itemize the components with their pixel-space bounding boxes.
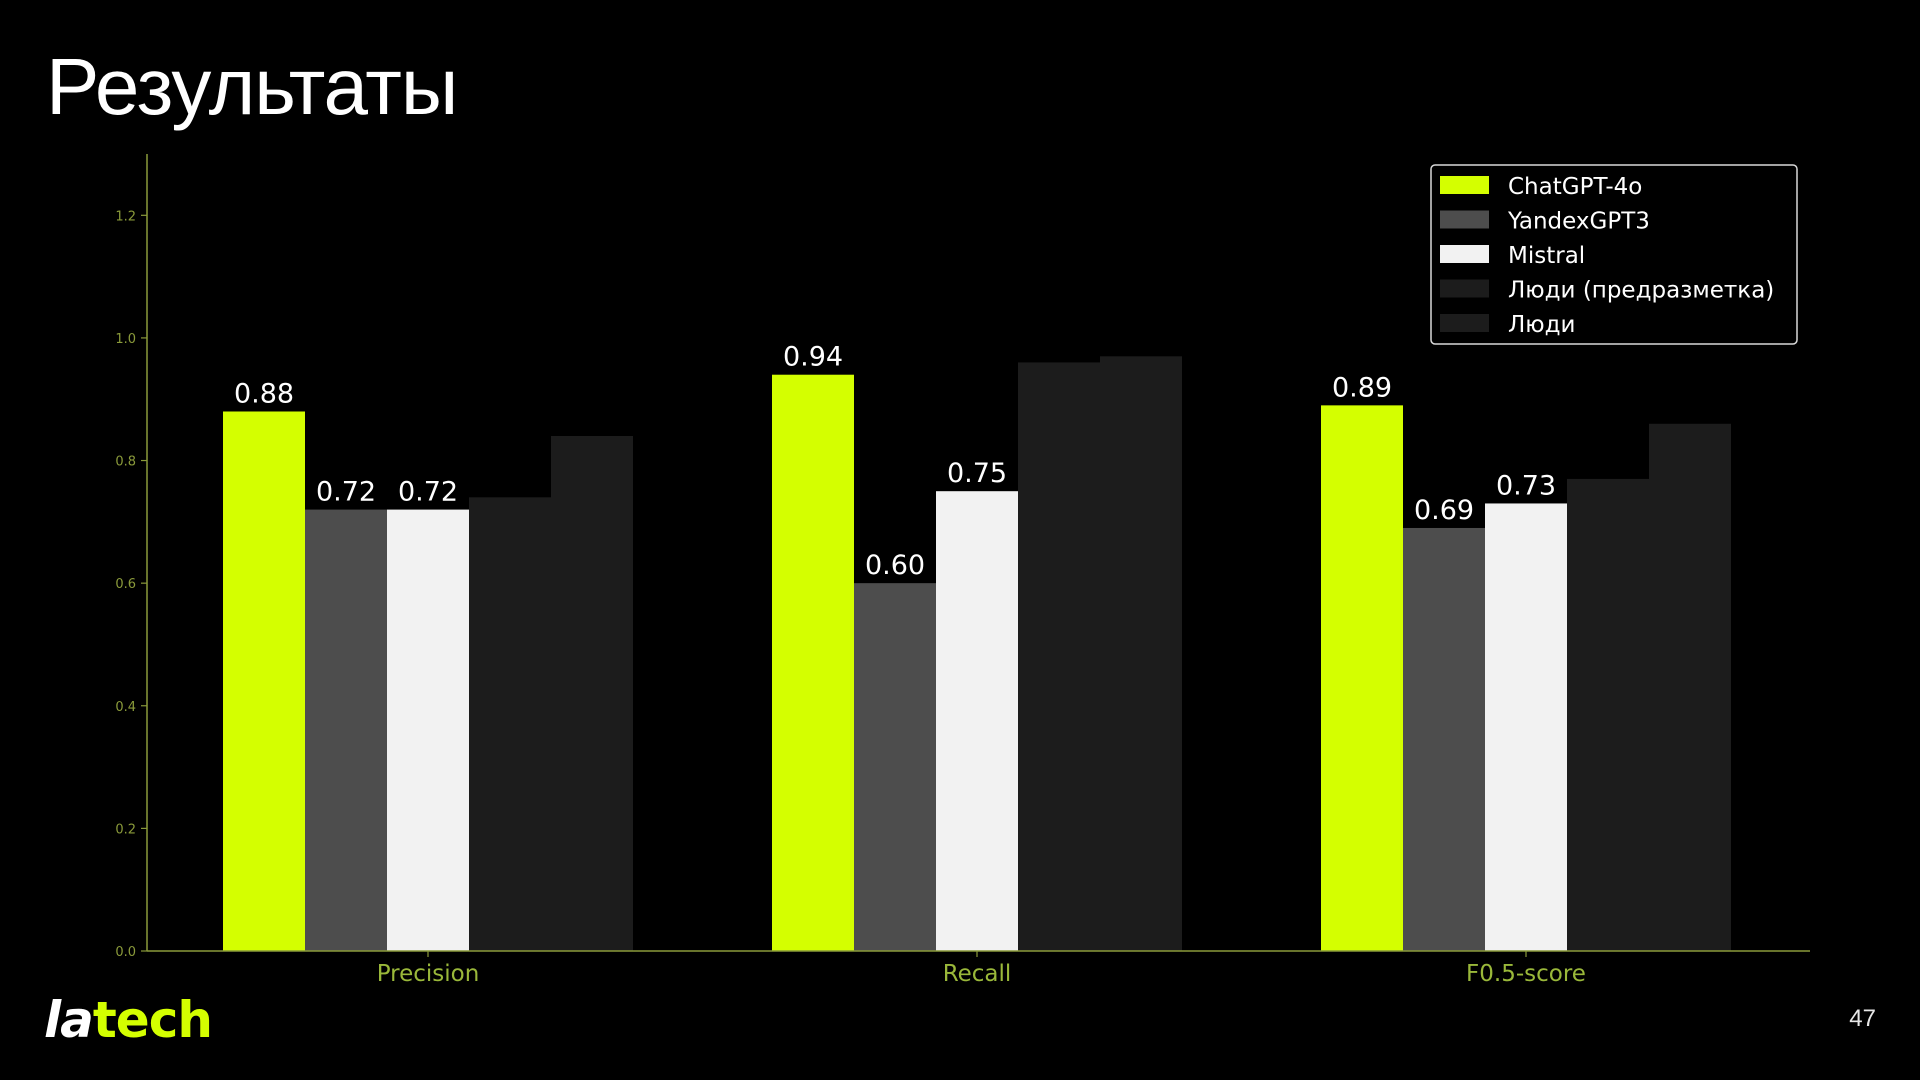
bar: [1321, 405, 1403, 951]
y-tick-label: 0.4: [115, 700, 136, 715]
x-tick-label: F0.5-score: [1466, 961, 1586, 987]
bar: [551, 436, 633, 951]
bar: [1485, 503, 1567, 951]
legend-swatch: [1440, 245, 1489, 263]
bar-value-label: 0.94: [783, 342, 843, 373]
legend-swatch: [1440, 279, 1489, 298]
bar: [936, 491, 1018, 951]
x-tick-label: Recall: [943, 961, 1012, 987]
page-number: 47: [1849, 1005, 1876, 1032]
bar: [854, 583, 936, 951]
bar-value-label: 0.73: [1496, 470, 1556, 501]
legend-swatch: [1440, 314, 1489, 332]
bar: [305, 509, 387, 951]
legend-label: YandexGPT3: [1507, 209, 1650, 235]
bar: [223, 411, 305, 951]
legend-swatch: [1440, 210, 1489, 229]
legend-box: [1430, 164, 1798, 345]
company-logo: latech: [44, 990, 213, 1050]
legend-label: ChatGPT-4o: [1508, 174, 1642, 200]
legend-label: Люди: [1508, 312, 1576, 338]
bar-value-label: 0.60: [865, 550, 925, 581]
bar-value-label: 0.72: [316, 477, 376, 508]
bar: [1018, 362, 1100, 951]
bar: [1403, 527, 1485, 951]
legend-label: Люди (предразметка): [1508, 278, 1774, 304]
bar: [1100, 356, 1182, 951]
y-tick-label: 1.0: [115, 332, 136, 347]
bar-value-label: 0.89: [1332, 372, 1392, 403]
y-tick-label: 0.8: [115, 455, 136, 470]
legend-swatch: [1440, 176, 1489, 194]
logo-text-left: la: [44, 991, 94, 1049]
y-tick-label: 0.0: [115, 945, 136, 960]
bar-value-label: 0.69: [1414, 495, 1474, 526]
bar: [1649, 423, 1731, 951]
bar: [772, 374, 854, 951]
bar: [469, 497, 551, 951]
bar-value-label: 0.88: [234, 378, 294, 409]
slide-title: Результаты: [46, 42, 458, 131]
bar-value-label: 0.72: [398, 477, 458, 508]
bar-value-label: 0.75: [947, 458, 1007, 489]
bar: [387, 509, 469, 951]
y-tick-label: 0.2: [115, 822, 136, 837]
x-tick-label: Precision: [377, 961, 480, 987]
legend-label: Mistral: [1508, 243, 1585, 269]
y-tick-label: 1.2: [115, 209, 136, 224]
y-tick-label: 0.6: [115, 577, 136, 592]
logo-text-right: tech: [92, 991, 213, 1049]
bar: [1567, 478, 1649, 951]
